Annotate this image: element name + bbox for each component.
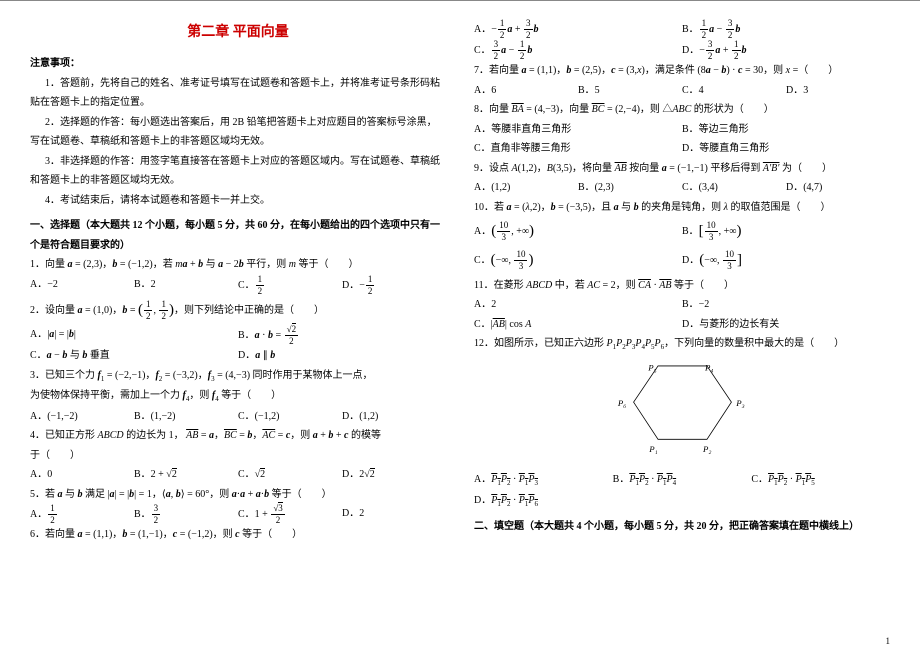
chapter-title: 第二章 平面向量	[30, 19, 446, 46]
question-6: 6．若向量 a = (1,1)，b = (1,−1)，c = (−1,2)，则 …	[30, 525, 446, 545]
q12-options-2: D．P1P2 · P1P6	[474, 491, 890, 512]
q12-options-1: A．P1P2 · P1P3 B．P1P2 · P1P4 C．P1P2 · P1P…	[474, 470, 890, 491]
notice-3: 3．非选择题的作答：用签字笔直接答在答题卡上对应的答题区域内。写在试题卷、草稿纸…	[30, 152, 446, 191]
notice-2: 2．选择题的作答：每小题选出答案后，用 2B 铅笔把答题卡上对应题目的答案标号涂…	[30, 113, 446, 152]
question-11: 11．在菱形 ABCD 中，若 AC = 2，则 CA · AB 等于（ ）	[474, 276, 890, 296]
q8-options-2: C．直角非等腰三角形D．等腰直角三角形	[474, 139, 890, 159]
q5-options: A．12 B．32 C．1 + √32 D．2	[30, 504, 446, 525]
question-1: 1．向量 a = (2,3)，b = (−1,2)，若 ma + b 与 a −…	[30, 255, 446, 275]
page-number: 1	[886, 636, 891, 646]
q2-options-2: C．a − b 与 b 垂直 D．a ∥ b	[30, 346, 446, 366]
notice-head: 注意事项：	[30, 54, 446, 74]
q9-options: A．(1,2)B．(2,3)C．(3,4)D．(4,7)	[474, 178, 890, 198]
q11-options-2: C．|AB| cos A D．与菱形的边长有关	[474, 315, 890, 335]
q10-options-2: C．(−∞, 103) D．(−∞, 103]	[474, 246, 890, 275]
section-1: 一、选择题（本大题共 12 个小题，每小题 5 分，共 60 分，在每小题给出的…	[30, 216, 446, 255]
q10-options-1: A．(103, +∞) B．[103, +∞)	[474, 217, 890, 246]
section-2: 二、填空题（本大题共 4 个小题，每小题 5 分，共 20 分，把正确答案填在题…	[474, 517, 890, 537]
question-3b: 为使物体保持平衡，需加上一个力 f4，则 f4 等于（ ）	[30, 386, 446, 407]
q7-options: A．6B．5C．4D．3	[474, 81, 890, 101]
svg-text:P₆: P₆	[616, 398, 625, 408]
question-12: 12．如图所示，已知正六边形 P1P2P3P4P5P6，下列向量的数量积中最大的…	[474, 334, 890, 355]
hexagon-figure: P₁ P₂ P₃ P₄ P₅ P₆	[474, 355, 890, 471]
question-7: 7．若向量 a = (1,1)，b = (2,5)，c = (3,x)，满足条件…	[474, 61, 890, 81]
question-3: 3．已知三个力 f1 = (−2,−1)，f2 = (−3,2)，f3 = (4…	[30, 366, 446, 387]
left-column: 第二章 平面向量 注意事项： 1．答题前，先将自己的姓名、准考证号填写在试题卷和…	[30, 19, 446, 545]
q8-options-1: A．等腰非直角三角形B．等边三角形	[474, 120, 890, 140]
svg-text:P₄: P₄	[704, 362, 713, 372]
exam-page: 第二章 平面向量 注意事项： 1．答题前，先将自己的姓名、准考证号填写在试题卷和…	[0, 0, 920, 553]
q11-options-1: A．2B．−2	[474, 295, 890, 315]
question-10: 10．若 a = (λ,2)，b = (−3,5)，且 a 与 b 的夹角是钝角…	[474, 198, 890, 218]
q2-options-1: A．|a| = |b| B．a · b = √22	[30, 325, 446, 346]
q6-options-2: C．32a − 12b D．−32a + 12b	[474, 40, 890, 61]
notice-1: 1．答题前，先将自己的姓名、准考证号填写在试题卷和答题卡上，并将准考证号条形码粘…	[30, 74, 446, 113]
question-9: 9．设点 A(1,2)，B(3,5)，将向量 AB 按向量 a = (−1,−1…	[474, 159, 890, 179]
q6-options-1: A．−12a + 32b B．12a − 32b	[474, 19, 890, 40]
svg-text:P₁: P₁	[648, 444, 657, 454]
right-column: A．−12a + 32b B．12a − 32b C．32a − 12b D．−…	[474, 19, 890, 545]
q4-options: A．0 B．2 + √2 C．√2 D．2√2	[30, 465, 446, 485]
question-5: 5．若 a 与 b 满足 |a| = |b| = 1，⟨a, b⟩ = 60°，…	[30, 485, 446, 505]
notice-4: 4．考试结束后，请将本试题卷和答题卡一并上交。	[30, 191, 446, 211]
svg-text:P₃: P₃	[735, 398, 744, 408]
question-2: 2．设向量 a = (1,0)，b = (12, 12)，则下列结论中正确的是（…	[30, 296, 446, 325]
svg-text:P₅: P₅	[647, 362, 656, 372]
question-4: 4．已知正方形 ABCD 的边长为 1， AB = a，BC = b，AC = …	[30, 426, 446, 446]
q3-options: A．(−1,−2)B．(1,−2)C．(−1,2)D．(1,2)	[30, 407, 446, 427]
question-4b: 于（ ）	[30, 446, 446, 466]
question-8: 8．向量 BA = (4,−3)，向量 BC = (2,−4)，则 △ABC 的…	[474, 100, 890, 120]
q1-options: A．−2 B．2 C．12 D．−12	[30, 275, 446, 296]
svg-text:P₂: P₂	[702, 444, 711, 454]
